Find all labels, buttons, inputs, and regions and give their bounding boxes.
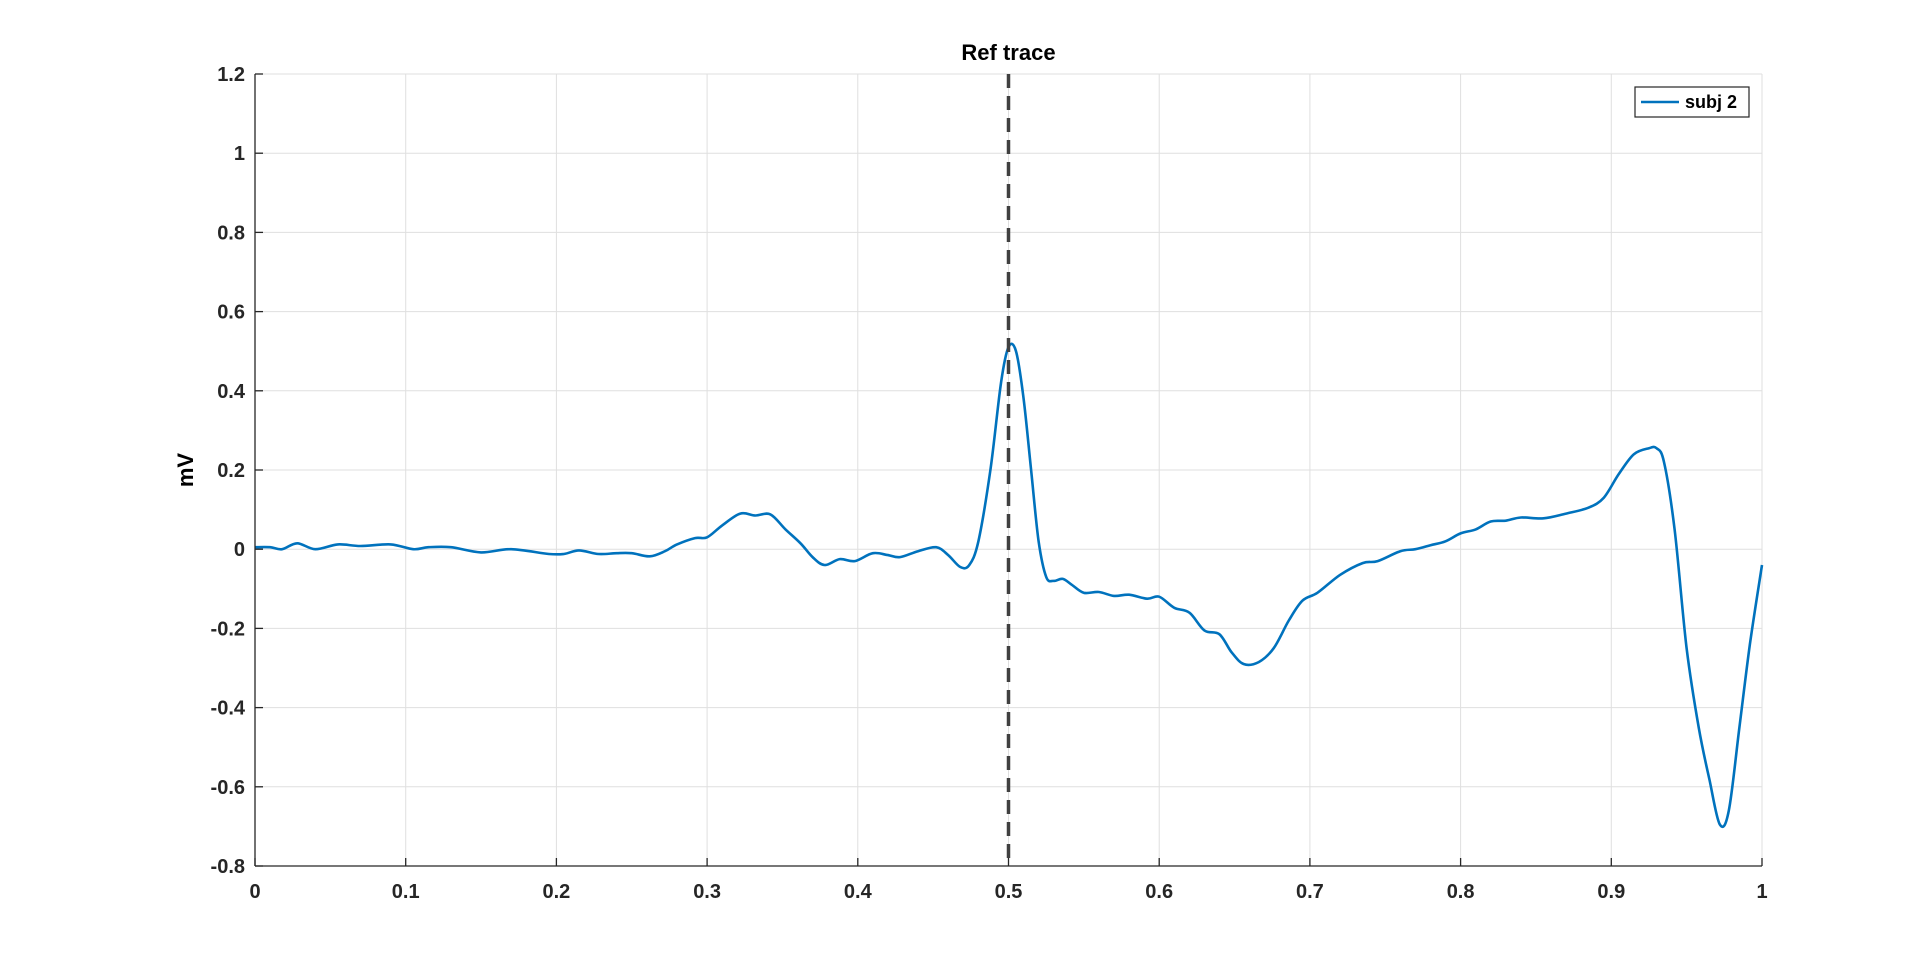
y-tick-label: -0.4 [211,698,246,720]
plot-area: 0 0.1 0.2 0.3 0.4 0.5 0.6 0.7 0.8 0.9 1 -0.8 -0.6 -0.… [211,64,1768,903]
y-tick-label: 0.4 [217,381,246,403]
y-tick-label: 0.2 [217,460,245,482]
y-tick-label: -0.2 [211,618,245,640]
tick-labels: 0 0.1 0.2 0.3 0.4 0.5 0.6 0.7 0.8 0.9 1 -0.8 -0.6 -0.… [211,64,1768,903]
y-tick-label: 0.6 [217,302,245,324]
y-tick-label: 1 [234,143,245,165]
y-tick-label: -0.6 [211,777,245,799]
y-tick-label: 0 [234,539,245,561]
x-tick-label: 1 [1756,881,1767,903]
y-tick-label: -0.8 [211,856,245,878]
x-tick-label: 0.3 [693,881,721,903]
x-tick-label: 0.7 [1296,881,1324,903]
x-tick-label: 0.6 [1145,881,1173,903]
x-tick-label: 0.2 [542,881,570,903]
x-tick-label: 0 [249,881,260,903]
y-axis-label: mV [173,453,198,488]
data-layer [254,342,1764,829]
series-line-subj-2 [254,342,1764,829]
y-tick-label: 1.2 [217,64,245,86]
x-tick-label: 0.1 [392,881,420,903]
legend: subj 2 [1634,86,1750,118]
chart-title: Ref trace [961,40,1055,65]
axes [254,73,1763,867]
x-tick-label: 0.4 [844,881,873,903]
x-tick-label: 0.8 [1447,881,1475,903]
x-tick-label: 0.5 [995,881,1023,903]
y-tick-label: 0.8 [217,222,245,244]
x-tick-label: 0.9 [1597,881,1625,903]
legend-label: subj 2 [1685,92,1737,112]
